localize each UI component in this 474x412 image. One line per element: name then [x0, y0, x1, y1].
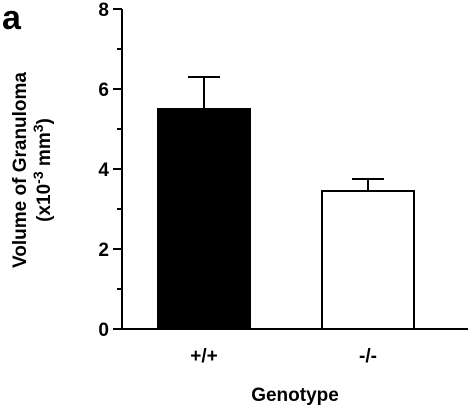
bars	[157, 76, 415, 330]
bar	[321, 190, 415, 330]
y-tick-label: 2	[98, 240, 109, 261]
x-tick-labels: +/+ -/-	[190, 346, 377, 367]
x-tick-label: +/+	[190, 346, 217, 367]
y-tick-label: 4	[98, 160, 109, 181]
x-axis-title: Genotype	[251, 385, 339, 406]
y-axis-title-line1: Volume of Granuloma	[10, 72, 31, 268]
y-axis-title: Volume of Granuloma (x10-3 mm3)	[10, 72, 55, 268]
y-axis-title-line2: (x10-3 mm3)	[30, 118, 55, 222]
y-ticks: 0 2 4 6 8	[98, 0, 122, 341]
bar	[157, 108, 251, 330]
y-tick-label: 0	[98, 320, 109, 341]
y-tick-label: 6	[98, 80, 109, 101]
y-tick-label: 8	[98, 0, 109, 21]
x-tick-label: -/-	[359, 346, 377, 367]
panel-label: a	[2, 0, 22, 37]
